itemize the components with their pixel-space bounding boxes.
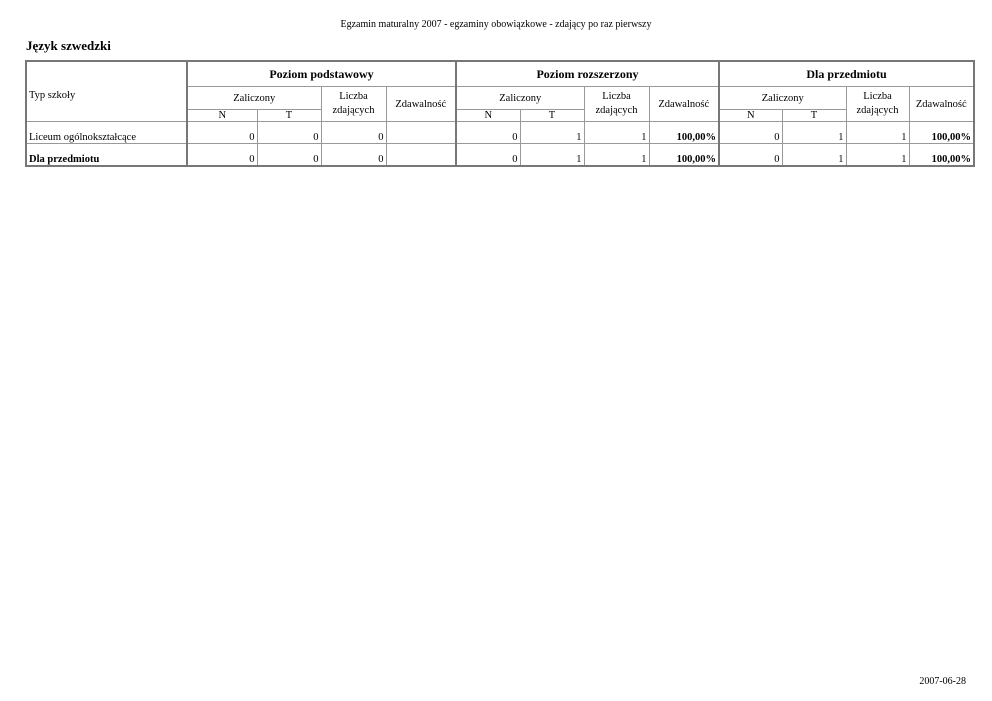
pass-rate-cell: 100,00%: [648, 121, 720, 144]
zdawalnosc-header: Zdawalność: [648, 86, 720, 122]
value-cell: 1: [781, 143, 847, 167]
n-header: N: [455, 109, 521, 122]
value-cell: 1: [583, 143, 650, 167]
zaliczony-header: Zaliczony: [186, 86, 322, 110]
table-row: Liceum ogólnokształcące 0 0 0 0 1 1 100,00% 0 1 1 1…: [25, 121, 975, 144]
pass-rate-cell: 100,00%: [908, 121, 975, 144]
liczba-header: Liczba zdających: [583, 86, 650, 122]
value-cell: 0: [718, 143, 783, 167]
pass-rate-cell: 100,00%: [908, 143, 975, 167]
value-cell: 0: [320, 143, 387, 167]
zaliczony-header: Zaliczony: [455, 86, 585, 110]
value-cell: 1: [519, 143, 585, 167]
value-cell: 1: [781, 121, 847, 144]
value-cell: 0: [256, 143, 322, 167]
footer-date: 2007-06-28: [919, 676, 966, 687]
pass-rate-cell: [385, 143, 457, 167]
group-header: Poziom rozszerzony: [455, 60, 720, 87]
row-header: Typ szkoły: [25, 60, 188, 122]
n-header: N: [718, 109, 783, 122]
value-cell: 1: [583, 121, 650, 144]
value-cell: 0: [718, 121, 783, 144]
zdawalnosc-header: Zdawalność: [385, 86, 457, 122]
value-cell: 0: [186, 143, 258, 167]
value-cell: 1: [845, 121, 910, 144]
zaliczony-header: Zaliczony: [718, 86, 847, 110]
zdawalnosc-header: Zdawalność: [908, 86, 975, 122]
value-cell: 0: [455, 143, 521, 167]
row-label: Dla przedmiotu: [25, 143, 188, 167]
liczba-header: Liczba zdających: [845, 86, 910, 122]
t-header: T: [519, 109, 585, 122]
t-header: T: [781, 109, 847, 122]
n-header: N: [186, 109, 258, 122]
group-header: Dla przedmiotu: [718, 60, 975, 87]
results-table: Typ szkoły Poziom podstawowy Poziom rozs…: [25, 60, 975, 167]
value-cell: 0: [256, 121, 322, 144]
liczba-header: Liczba zdających: [320, 86, 387, 122]
row-label: Liceum ogólnokształcące: [25, 121, 188, 144]
value-cell: 1: [519, 121, 585, 144]
table-row: Dla przedmiotu 0 0 0 0 1 1 100,00% 0 1 1 100,00%: [25, 143, 975, 167]
value-cell: 0: [455, 121, 521, 144]
value-cell: 1: [845, 143, 910, 167]
pass-rate-cell: [385, 121, 457, 144]
page-title: Język szwedzki: [26, 38, 111, 53]
value-cell: 0: [320, 121, 387, 144]
group-header: Poziom podstawowy: [186, 60, 457, 87]
t-header: T: [256, 109, 322, 122]
pass-rate-cell: 100,00%: [648, 143, 720, 167]
page-header: Egzamin maturalny 2007 - egzaminy obowią…: [340, 19, 652, 30]
value-cell: 0: [186, 121, 258, 144]
